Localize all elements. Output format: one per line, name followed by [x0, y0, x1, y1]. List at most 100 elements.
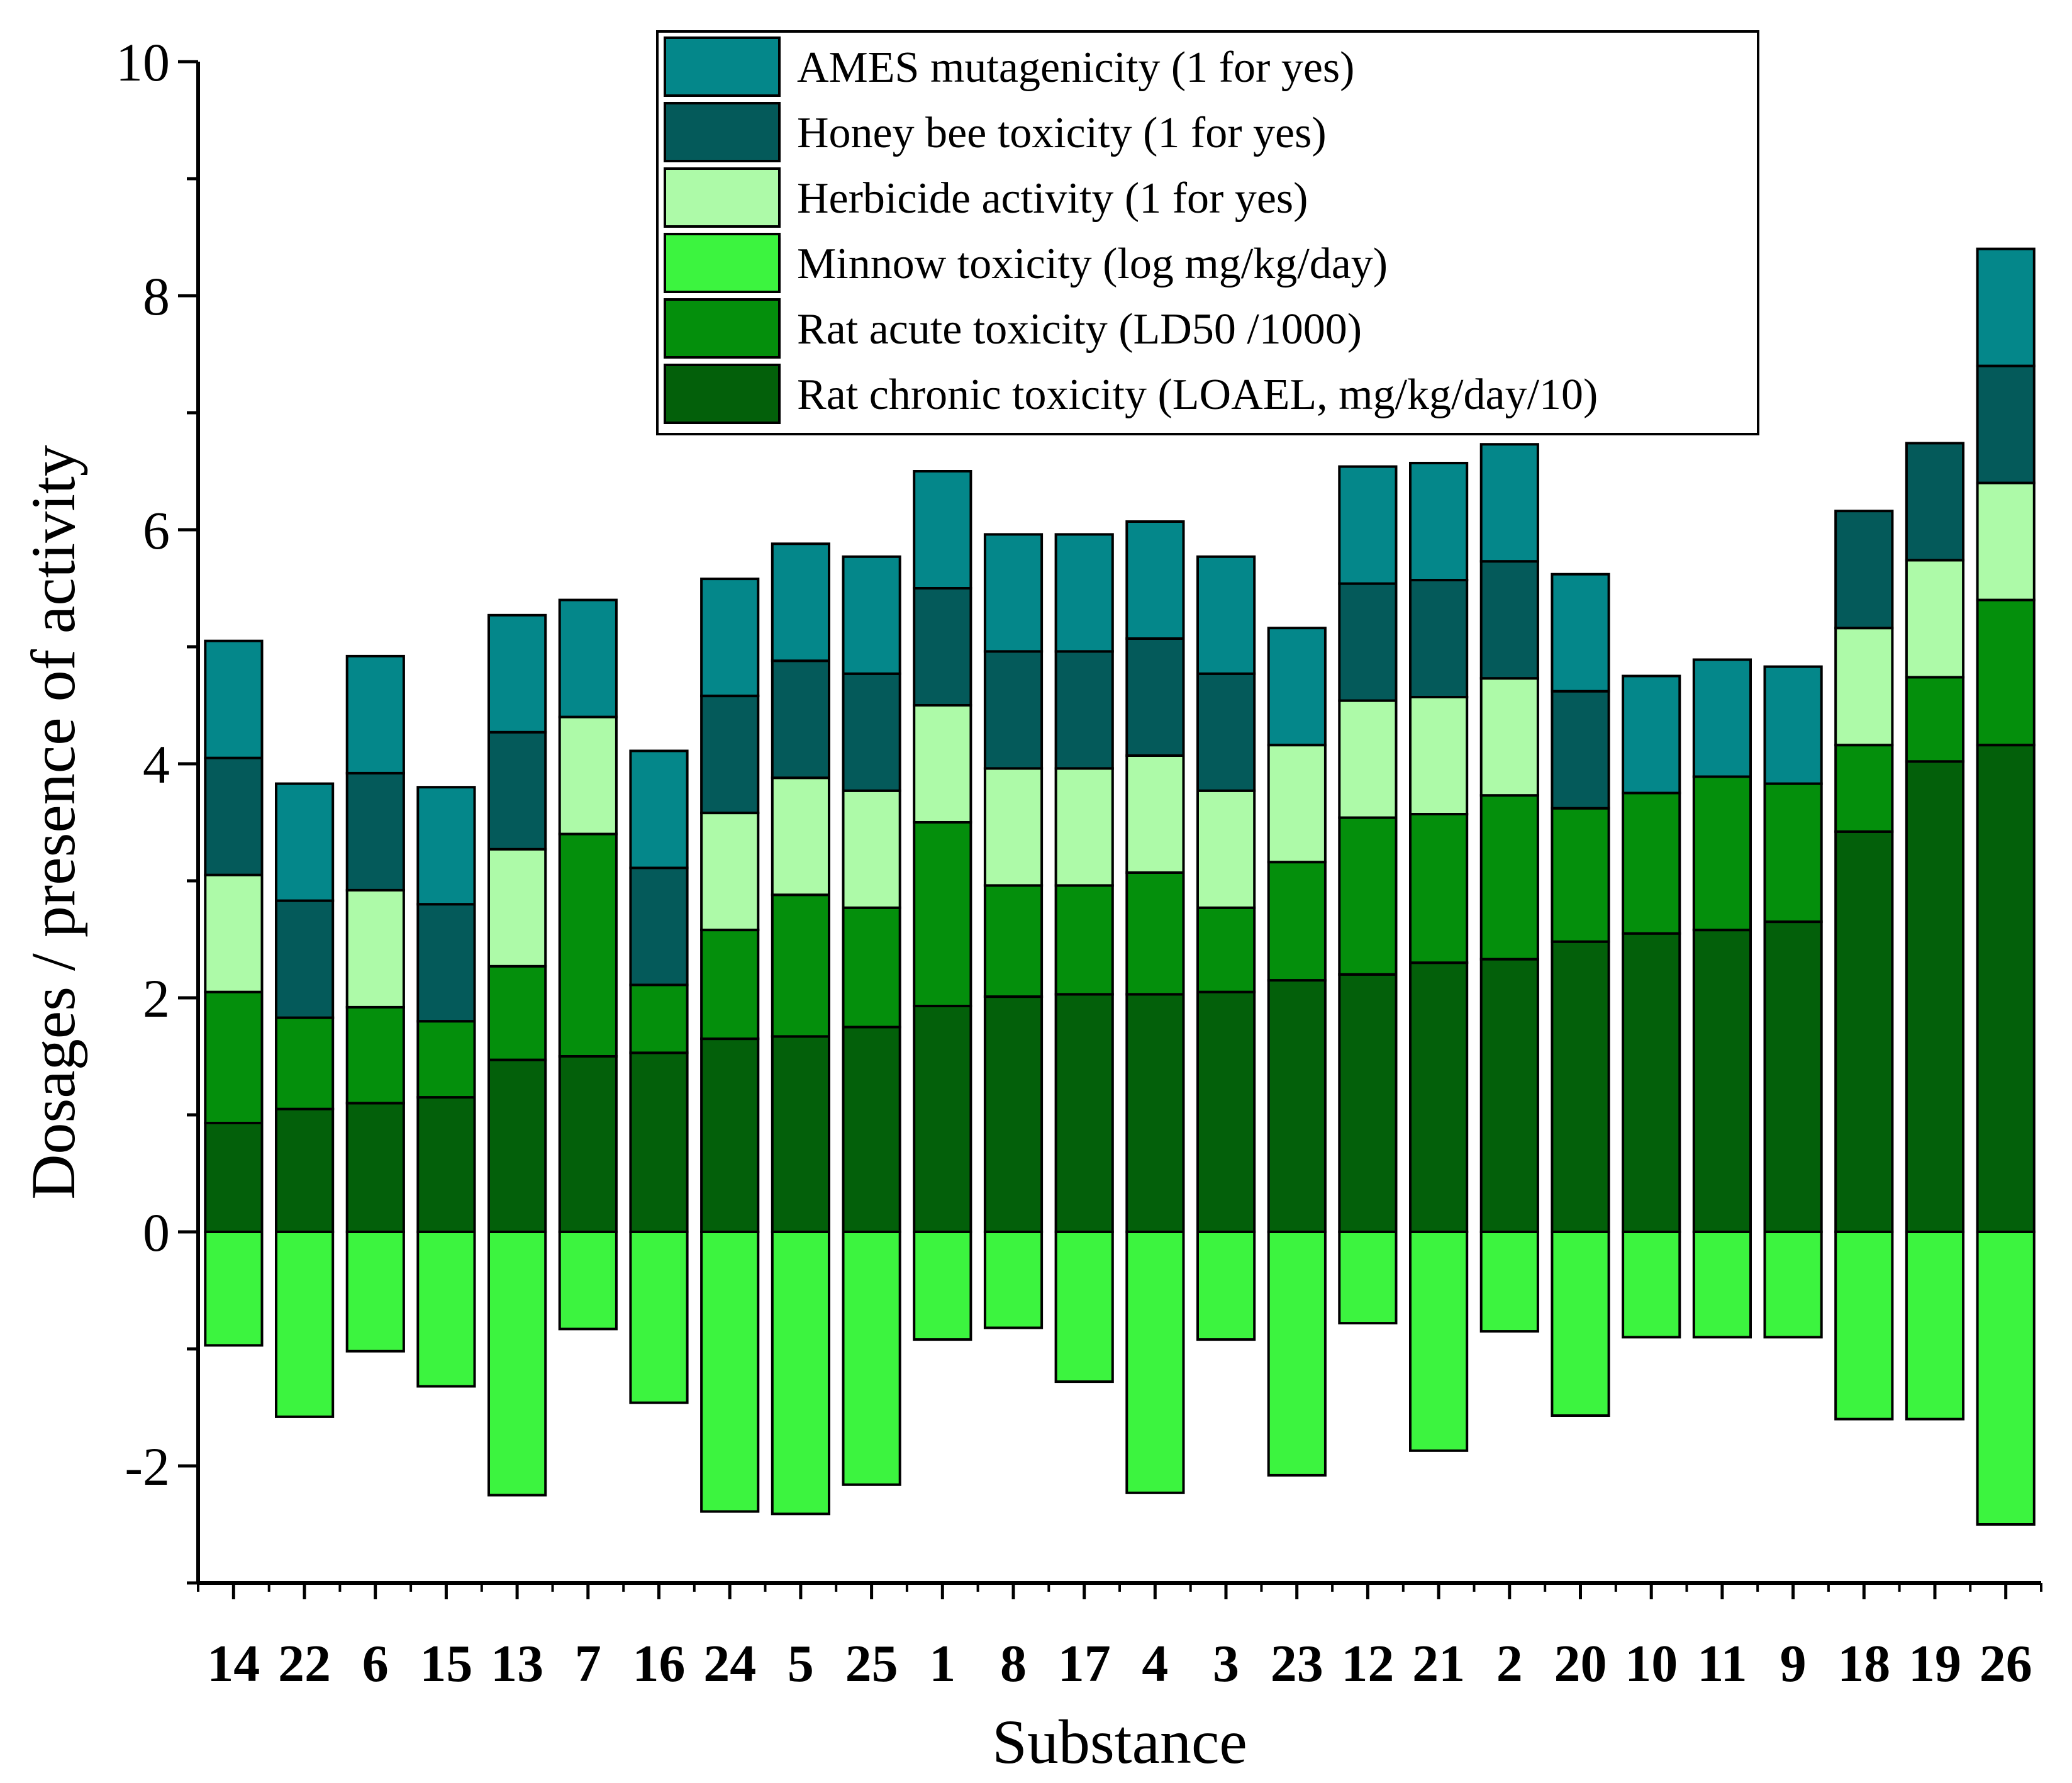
bar-segment-18-series-3: [1834, 627, 1894, 747]
bar-segment-26-series-4: [1976, 364, 2036, 484]
bar-segment-1-series-0: [913, 1005, 972, 1233]
bar-segment-25-series-0: [842, 1026, 901, 1233]
legend-label-1: Honey bee toxicity (1 for yes): [797, 109, 1327, 157]
bar-segment-23-series-0: [1267, 979, 1327, 1233]
bar-segment-15-series-2: [416, 1231, 476, 1388]
x-tick-label-19: 19: [1908, 1635, 1961, 1693]
bar-segment-26-series-3: [1976, 481, 2036, 601]
bar-segment-23-series-1: [1267, 861, 1327, 982]
bar-segment-13-series-3: [487, 847, 547, 968]
bar-segment-17-series-4: [1054, 650, 1114, 770]
bar-segment-22-series-4: [275, 899, 335, 1019]
bar-segment-5-series-3: [771, 776, 831, 897]
x-tick-label-13: 13: [491, 1635, 543, 1693]
bar-segment-15-series-0: [416, 1096, 476, 1233]
bar-segment-24-series-0: [700, 1037, 760, 1233]
bar-segment-13-series-4: [487, 730, 547, 851]
bar-segment-23-series-2: [1267, 1231, 1327, 1477]
bar-segment-24-series-2: [700, 1231, 760, 1513]
x-tick-label-6: 6: [362, 1635, 389, 1693]
bar-segment-26-series-2: [1976, 1231, 2036, 1526]
legend-box: [656, 30, 1759, 435]
bar-segment-24-series-1: [700, 929, 760, 1041]
bar-segment-19-series-1: [1905, 676, 1965, 763]
bar-segment-15-series-4: [416, 903, 476, 1023]
bar-segment-16-series-5: [629, 749, 689, 869]
bar-segment-11-series-1: [1692, 775, 1752, 932]
bar-segment-26-series-0: [1976, 744, 2036, 1233]
x-tick-label-21: 21: [1412, 1635, 1465, 1693]
bar-segment-9-series-2: [1763, 1231, 1823, 1339]
bar-segment-14-series-3: [204, 873, 264, 993]
bar-segment-25-series-5: [842, 555, 901, 675]
legend-swatch-3: [664, 233, 781, 293]
bar-segment-25-series-3: [842, 789, 901, 909]
y-tick-label: 2: [143, 968, 170, 1029]
bar-segment-25-series-2: [842, 1231, 901, 1486]
bar-segment-2-series-2: [1479, 1231, 1539, 1333]
bar-segment-18-series-2: [1834, 1231, 1894, 1421]
legend-swatch-1: [664, 102, 781, 162]
bar-segment-17-series-0: [1054, 993, 1114, 1234]
bar-segment-22-series-2: [275, 1231, 335, 1418]
y-tick-label: 6: [143, 500, 170, 561]
bar-segment-16-series-0: [629, 1051, 689, 1234]
x-tick-label-14: 14: [207, 1635, 260, 1693]
bar-segment-8-series-5: [983, 533, 1044, 653]
x-tick-label-22: 22: [278, 1635, 331, 1693]
y-tick-label: 8: [143, 266, 170, 327]
legend-label-0: AMES mutagenicity (1 for yes): [797, 43, 1354, 92]
bar-segment-16-series-1: [629, 983, 689, 1054]
bar-segment-13-series-0: [487, 1058, 547, 1233]
bar-segment-4-series-5: [1125, 520, 1185, 640]
bar-segment-9-series-0: [1763, 920, 1823, 1233]
bar-segment-6-series-2: [345, 1231, 405, 1353]
legend-label-5: Rat chronic toxicity (LOAEL, mg/kg/day/1…: [797, 371, 1598, 419]
bar-segment-22-series-1: [275, 1016, 335, 1110]
bar-segment-4-series-2: [1125, 1231, 1185, 1494]
axes: 14 22 6 15 13 7 16 24 5 25 1 8 17 4 3 23 12 21 2 20 10 11 9 18 1…: [116, 32, 2042, 1693]
bar-segment-5-series-2: [771, 1231, 831, 1516]
bar-segment-13-series-2: [487, 1231, 547, 1497]
bar-segment-15-series-5: [416, 786, 476, 906]
bar-segment-15-series-1: [416, 1020, 476, 1099]
bar-segment-18-series-1: [1834, 744, 1894, 833]
bar-segment-2-series-1: [1479, 794, 1539, 961]
bar-segment-14-series-2: [204, 1231, 264, 1347]
bar-segment-8-series-2: [983, 1231, 1044, 1329]
x-tick-label-7: 7: [575, 1635, 601, 1693]
bar-segment-17-series-1: [1054, 884, 1114, 996]
bar-segment-18-series-0: [1834, 830, 1894, 1233]
bar-segment-5-series-4: [771, 659, 831, 780]
x-tick-label-24: 24: [703, 1635, 756, 1693]
bar-segment-23-series-5: [1267, 627, 1327, 747]
bar-segment-24-series-5: [700, 578, 760, 698]
bar-segment-7-series-3: [558, 715, 618, 836]
y-tick-label: 10: [116, 32, 170, 92]
bar-segment-25-series-1: [842, 906, 901, 1029]
x-tick-label-26: 26: [1980, 1635, 2032, 1693]
bar-segment-14-series-4: [204, 756, 264, 876]
bar-segment-1-series-5: [913, 470, 972, 590]
bar-segment-5-series-1: [771, 893, 831, 1038]
bar-segment-13-series-5: [487, 613, 547, 734]
bar-segment-1-series-1: [913, 821, 972, 1007]
bar-segment-2-series-3: [1479, 677, 1539, 797]
bar-segment-22-series-5: [275, 782, 335, 902]
legend-swatch-2: [664, 167, 781, 228]
legend-swatch-5: [664, 364, 781, 424]
bar-segment-26-series-1: [1976, 598, 2036, 747]
x-tick-label-20: 20: [1554, 1635, 1607, 1693]
bar-segment-11-series-5: [1692, 658, 1752, 778]
bar-segment-19-series-3: [1905, 559, 1965, 679]
bar-segment-10-series-2: [1622, 1231, 1681, 1339]
bar-segment-2-series-5: [1479, 443, 1539, 563]
bar-segment-20-series-0: [1551, 940, 1610, 1233]
bar-segment-2-series-0: [1479, 958, 1539, 1233]
x-tick-label-23: 23: [1271, 1635, 1323, 1693]
bar-segment-17-series-3: [1054, 767, 1114, 887]
bar-segment-9-series-5: [1763, 665, 1823, 785]
x-tick-label-8: 8: [1000, 1635, 1027, 1693]
